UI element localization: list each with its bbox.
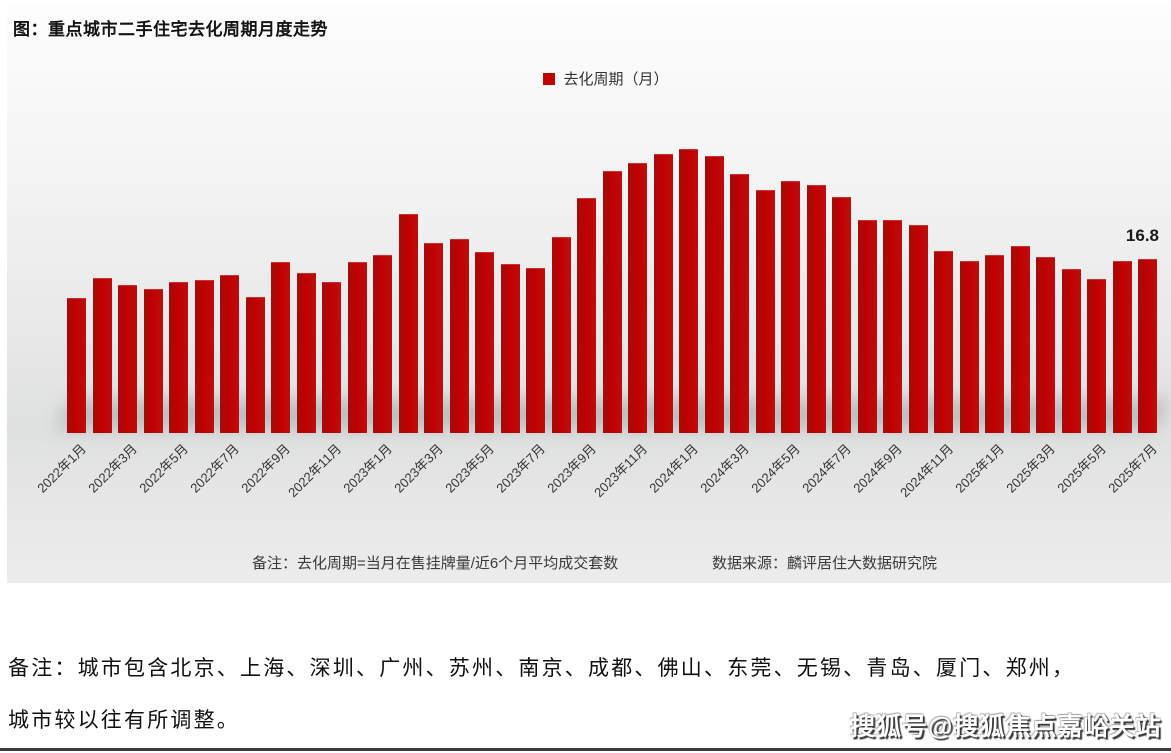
bar-2024年12月	[959, 261, 979, 433]
x-tick-2024年1月: 2024年1月	[646, 441, 702, 496]
bar-2025年1月	[985, 255, 1004, 433]
legend-label: 去化周期（月）	[563, 71, 669, 88]
bar-2023年3月	[424, 243, 443, 433]
bar-2022年7月	[220, 275, 239, 433]
bar-2022年1月	[67, 298, 86, 433]
bar-2022年5月	[169, 282, 188, 433]
chart-legend: 去化周期（月）	[7, 68, 1171, 89]
bar-2023年12月	[653, 154, 673, 433]
bar-2023年2月	[398, 214, 418, 433]
sohu-watermark: 搜狐号@搜狐焦点嘉峪关站	[850, 713, 1162, 741]
bar-2022年11月	[322, 282, 341, 433]
bar-2025年3月	[1036, 257, 1055, 433]
bar-2024年8月	[857, 220, 877, 433]
x-tick-2023年7月: 2023年7月	[493, 441, 549, 496]
bar-2023年11月	[628, 163, 647, 433]
bar-2025年2月	[1010, 246, 1030, 433]
bar-2023年4月	[449, 239, 469, 433]
bar-2024年5月	[781, 181, 800, 433]
article-note-line2: 城市较以往有所调整。	[8, 708, 240, 732]
bar-2023年8月	[551, 237, 571, 433]
x-tick-2024年3月: 2024年3月	[697, 441, 753, 496]
bar-2023年6月	[500, 264, 520, 433]
x-tick-2022年1月: 2022年1月	[34, 441, 90, 496]
x-tick-2025年5月: 2025年5月	[1054, 441, 1110, 496]
chart-note-definition: 备注：去化周期=当月在售挂牌量/近6个月平均成交套数	[252, 555, 619, 572]
bar-2024年3月	[730, 174, 749, 433]
x-tick-2023年5月: 2023年5月	[442, 441, 498, 496]
x-tick-2025年1月: 2025年1月	[952, 441, 1008, 496]
bar-2023年9月	[577, 198, 596, 433]
x-tick-2024年11月: 2024年11月	[897, 441, 957, 501]
x-tick-2022年11月: 2022年11月	[285, 441, 345, 501]
bottom-divider	[0, 748, 1171, 751]
x-tick-2023年1月: 2023年1月	[340, 441, 396, 496]
bar-2022年8月	[245, 297, 265, 433]
article-note-line1: 备注：城市包含北京、上海、深圳、广州、苏州、南京、成都、佛山、东莞、无锡、青岛、…	[8, 656, 1076, 680]
bar-2023年7月	[526, 268, 545, 433]
x-tick-2023年11月: 2023年11月	[591, 441, 651, 501]
bar-2024年2月	[704, 156, 724, 433]
bar-2025年6月	[1112, 261, 1132, 433]
bar-2022年4月	[143, 289, 163, 433]
bar-2024年11月	[934, 251, 953, 433]
bar-2022年10月	[296, 273, 316, 433]
chart-footnotes: 备注：去化周期=当月在售挂牌量/近6个月平均成交套数 数据来源：麟评居住大数据研…	[7, 552, 1171, 572]
x-tick-2023年3月: 2023年3月	[391, 441, 447, 496]
bar-2022年12月	[347, 262, 367, 433]
destocking-cycle-chart: 图：重点城市二手住宅去化周期月度走势 去化周期（月） 2022年1月 2022年3…	[7, 6, 1171, 583]
x-tick-2022年5月: 2022年5月	[136, 441, 192, 496]
bar-2025年4月	[1061, 269, 1081, 433]
bar-2024年7月	[832, 197, 851, 433]
bar-2022年9月	[271, 262, 290, 433]
chart-note-source: 数据来源：麟评居住大数据研究院	[712, 555, 938, 572]
bar-2024年1月	[679, 149, 698, 433]
bar-2025年5月	[1087, 279, 1106, 433]
chart-title: 图：重点城市二手住宅去化周期月度走势	[13, 20, 328, 39]
bar-2024年10月	[908, 225, 928, 433]
x-tick-2025年3月: 2025年3月	[1003, 441, 1059, 496]
bar-2023年1月	[373, 255, 392, 433]
bar-2024年6月	[806, 185, 826, 433]
legend-square-icon	[543, 72, 556, 85]
last-bar-data-label: 16.8	[1125, 226, 1159, 245]
bar-2024年9月	[883, 220, 902, 433]
x-tick-2022年3月: 2022年3月	[85, 441, 141, 496]
bar-2022年6月	[194, 280, 214, 433]
bar-2025年7月	[1138, 259, 1157, 433]
plot-area: 2022年1月 2022年3月 2022年5月 2022年7月 2022年9月 2022年…	[7, 6, 1171, 583]
bar-2022年3月	[118, 285, 137, 433]
x-tick-2024年5月: 2024年5月	[748, 441, 804, 496]
bar-2022年2月	[92, 278, 112, 433]
bar-2023年5月	[475, 252, 494, 433]
x-tick-2022年7月: 2022年7月	[187, 441, 243, 496]
x-tick-2024年7月: 2024年7月	[799, 441, 855, 496]
bar-2023年10月	[602, 171, 622, 433]
x-tick-2025年7月: 2025年7月	[1105, 441, 1161, 496]
bar-2024年4月	[755, 190, 775, 433]
